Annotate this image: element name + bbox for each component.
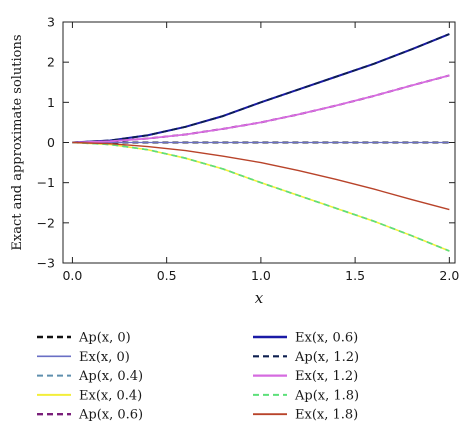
y-tick-label: 0: [47, 135, 55, 150]
series-line-5: [72, 33, 450, 144]
series-layer: [72, 33, 450, 252]
x-tick-label: 1.0: [251, 268, 271, 283]
legend-label: Ap(x, 0.4): [78, 369, 143, 384]
legend: Ap(x, 0) Ex(x, 0) Ap(x, 0.4) Ex(x, 0.4) Ap(x…: [37, 331, 359, 423]
y-tick-label: 3: [47, 15, 55, 30]
series-line-6: [72, 33, 450, 144]
series-line-8: [72, 141, 450, 252]
y-tick-label: −2: [37, 215, 55, 230]
series-line-3: [72, 141, 450, 252]
x-tick-label: 2.0: [439, 268, 459, 283]
x-tick-label: 0.5: [157, 268, 177, 283]
series-line-9: [72, 141, 450, 211]
x-tick-label: 0.0: [62, 268, 82, 283]
legend-label: Ap(x, 1.8): [294, 388, 359, 403]
series-line-4: [72, 74, 450, 144]
legend-label: Ex(x, 1.8): [295, 408, 358, 423]
legend-label: Ex(x, 0): [79, 350, 130, 365]
legend-label: Ap(x, 0): [78, 331, 131, 346]
series-line-2: [72, 141, 450, 252]
legend-label: Ap(x, 1.2): [294, 350, 359, 365]
y-axis-title: Exact and approximate solutions: [10, 34, 25, 250]
legend-label: Ex(x, 0.4): [79, 388, 142, 403]
legend-label: Ex(x, 0.6): [295, 331, 358, 346]
x-axis-title: x: [255, 289, 264, 307]
series-line-7: [72, 74, 450, 144]
y-tick-label: 2: [47, 55, 55, 70]
ticks-layer: 0.0 0.5 1.0 1.5 2.0 −3 −2 −1 0 1 2 3: [37, 15, 460, 284]
legend-label: Ap(x, 0.6): [78, 408, 143, 423]
x-tick-label: 1.5: [345, 268, 365, 283]
y-tick-label: −1: [37, 175, 55, 190]
y-tick-label: −3: [37, 256, 55, 271]
y-tick-label: 1: [47, 95, 55, 110]
legend-label: Ex(x, 1.2): [295, 369, 358, 384]
